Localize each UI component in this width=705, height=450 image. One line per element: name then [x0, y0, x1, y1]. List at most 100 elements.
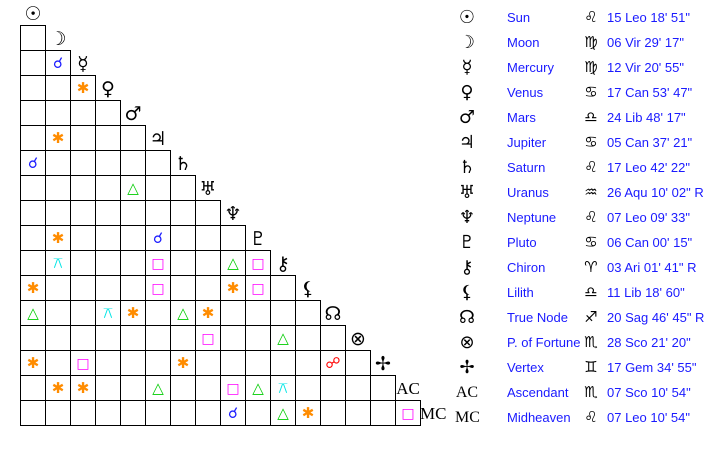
square-aspect-icon: □	[251, 256, 265, 272]
planet-name: Lilith	[507, 285, 534, 300]
planet-position: 06 Vir 29' 17"	[607, 35, 684, 50]
sextile-aspect-icon: ✱	[176, 354, 190, 372]
planet-position: 07 Leo 09' 33"	[607, 210, 691, 225]
aspect-cell: □	[145, 275, 171, 301]
aspect-cell	[120, 400, 146, 426]
trine-aspect-icon: △	[152, 379, 164, 397]
planet-position: 24 Lib 48' 17"	[607, 110, 686, 125]
trine-aspect-icon: △	[252, 379, 264, 397]
mars-glyph-icon: ♂	[124, 103, 142, 125]
sextile-aspect-icon: ✱	[126, 304, 140, 322]
aspect-cell	[120, 200, 146, 226]
planet-name: Mercury	[507, 60, 554, 75]
saturn-glyph-icon: ♄	[174, 153, 192, 175]
aspect-cell: □	[245, 250, 271, 276]
vertex-glyph-icon: ✢	[375, 353, 391, 375]
aspect-cell	[20, 100, 46, 126]
ascendant-glyph-icon: AC	[396, 379, 420, 398]
aspect-cell: □	[195, 325, 221, 351]
aspect-cell	[195, 225, 221, 251]
square-aspect-icon: □	[401, 406, 415, 422]
sextile-aspect-icon: ✱	[226, 279, 240, 297]
trine-aspect-icon: △	[27, 304, 39, 322]
aspect-cell	[120, 250, 146, 276]
planet-name: Vertex	[507, 360, 544, 375]
aspect-cell: △	[245, 375, 271, 401]
sextile-aspect-icon: ✱	[76, 79, 90, 97]
aspect-cell	[145, 400, 171, 426]
zodiac-sign-icon: ♒	[584, 183, 598, 201]
zodiac-sign-icon: ♐	[584, 308, 598, 326]
zodiac-sign-icon: ♌	[584, 8, 598, 26]
planet-name: Moon	[507, 35, 540, 50]
aspect-cell	[170, 400, 196, 426]
aspect-cell	[70, 100, 96, 126]
midheaven-icon: MC	[455, 409, 480, 426]
zodiac-sign-icon: ♊	[584, 358, 598, 376]
aspect-cell: ⚻	[270, 375, 296, 401]
aspect-cell	[20, 25, 46, 51]
aspect-cell	[70, 225, 96, 251]
aspect-cell	[120, 125, 146, 151]
aspect-cell: ✱	[295, 400, 321, 426]
aspect-cell	[95, 175, 121, 201]
aspect-cell	[170, 375, 196, 401]
aspect-cell	[220, 325, 246, 351]
aspect-cell: ✱	[45, 125, 71, 151]
conjunction-aspect-icon: ☌	[52, 54, 64, 72]
square-aspect-icon: □	[251, 281, 265, 297]
quincunx-aspect-icon: ⚻	[103, 304, 113, 322]
aspect-cell	[20, 325, 46, 351]
sun-icon: ☉	[458, 7, 476, 28]
aspect-cell	[70, 325, 96, 351]
mars-icon: ♂	[458, 107, 476, 128]
aspect-cell	[295, 375, 321, 401]
zodiac-sign-icon: ♎	[584, 108, 598, 126]
zodiac-sign-icon: ♋	[584, 83, 598, 101]
zodiac-sign-icon: ♌	[584, 208, 598, 226]
mercury-glyph-icon: ☿	[77, 53, 89, 75]
planet-name: Jupiter	[507, 135, 547, 150]
aspect-cell	[195, 200, 221, 226]
aspect-cell: △	[120, 175, 146, 201]
aspect-cell	[45, 275, 71, 301]
aspect-cell	[120, 375, 146, 401]
aspect-cell	[170, 225, 196, 251]
aspect-cell	[95, 225, 121, 251]
aspect-cell	[195, 350, 221, 376]
planet-position: 03 Ari 01' 41" R	[607, 260, 697, 275]
aspect-cell	[245, 300, 271, 326]
planet-name: Midheaven	[507, 410, 571, 425]
aspect-cell	[245, 350, 271, 376]
jupiter-glyph-icon: ♃	[149, 128, 167, 150]
aspect-cell: ✱	[170, 350, 196, 376]
aspect-cell	[45, 300, 71, 326]
aspect-cell	[95, 125, 121, 151]
aspect-cell	[370, 400, 396, 426]
aspect-cell	[195, 250, 221, 276]
planet-position: 17 Gem 34' 55"	[607, 360, 697, 375]
aspect-cell	[70, 175, 96, 201]
aspect-cell	[20, 50, 46, 76]
planet-name: True Node	[507, 310, 568, 325]
aspect-cell: △	[220, 250, 246, 276]
aspect-cell	[20, 250, 46, 276]
aspect-cell: △	[145, 375, 171, 401]
zodiac-sign-icon: ♋	[584, 233, 598, 251]
lilith-glyph-icon: ⚸	[301, 278, 315, 300]
zodiac-sign-icon: ♏	[584, 383, 598, 401]
lilith-icon: ⚸	[460, 282, 474, 303]
aspect-cell	[295, 325, 321, 351]
pluto-glyph-icon: ♇	[249, 228, 267, 250]
trine-aspect-icon: △	[277, 404, 289, 422]
zodiac-sign-icon: ♋	[584, 133, 598, 151]
moon-glyph-icon: ☽	[49, 28, 67, 50]
conjunction-aspect-icon: ☌	[152, 229, 164, 247]
square-aspect-icon: □	[76, 356, 90, 372]
aspect-cell: △	[270, 325, 296, 351]
aspect-cell	[95, 375, 121, 401]
sextile-aspect-icon: ✱	[76, 379, 90, 397]
trine-aspect-icon: △	[227, 254, 239, 272]
aspect-cell: □	[145, 250, 171, 276]
planet-name: Saturn	[507, 160, 546, 175]
